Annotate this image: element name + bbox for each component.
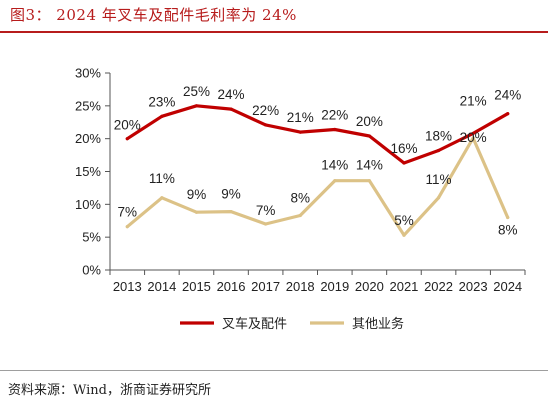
data-point-1 (367, 179, 371, 183)
data-label: 18% (425, 128, 452, 143)
data-label: 11% (149, 171, 175, 186)
data-label: 14% (321, 158, 348, 173)
data-label: 7% (118, 205, 138, 220)
figure-title: 图3： 2024 年叉车及配件毛利率为 24% (10, 6, 297, 24)
y-tick-label: 0% (82, 263, 101, 278)
legend-label: 叉车及配件 (222, 316, 287, 331)
data-label: 22% (321, 107, 348, 122)
data-point-0 (125, 137, 129, 141)
data-label: 21% (287, 110, 314, 125)
data-point-0 (367, 134, 371, 138)
axes: 0% 5% 10% 15% 20% 25% 30% 2013 2014 2015 2016 2017 2… (75, 66, 526, 294)
data-label: 9% (187, 187, 207, 202)
data-point-0 (194, 104, 199, 108)
x-tick-label: 2015 (182, 279, 211, 294)
data-point-0 (402, 161, 406, 165)
data-point-1 (264, 222, 268, 226)
data-point-1 (436, 196, 441, 200)
data-label: 23% (148, 94, 175, 109)
data-label: 20% (356, 114, 383, 129)
legend: 叉车及配件 其他业务 (180, 316, 404, 331)
y-tick-label: 10% (75, 197, 101, 212)
data-label: 22% (252, 103, 279, 118)
y-tick-label: 15% (75, 164, 101, 179)
data-point-0 (471, 131, 475, 136)
data-labels: 20% 23% 25% 24% 22% 21% 22% 20% 16% 18% 21% 24% 7% 11… (114, 84, 521, 238)
data-label: 8% (498, 222, 518, 237)
data-label: 25% (183, 84, 210, 99)
data-label: 20% (460, 130, 487, 145)
data-label: 16% (390, 141, 417, 156)
series-lines (125, 104, 510, 237)
data-point-1 (506, 215, 510, 220)
data-point-1 (194, 210, 199, 214)
data-point-1 (125, 225, 129, 229)
x-tick-label: 2022 (424, 279, 453, 294)
data-label: 20% (114, 118, 141, 133)
x-tick-label: 2014 (147, 279, 176, 294)
data-label: 5% (394, 213, 414, 228)
legend-label: 其他业务 (352, 316, 404, 331)
data-point-1 (402, 233, 406, 237)
y-tick-label: 20% (75, 131, 101, 146)
x-tick-label: 2017 (251, 279, 280, 294)
title-rule (0, 31, 548, 33)
data-point-1 (298, 213, 302, 218)
source-rule (0, 370, 548, 371)
data-point-0 (160, 114, 164, 118)
y-tick-label: 5% (82, 230, 101, 245)
data-label: 8% (290, 190, 310, 205)
data-point-1 (160, 196, 164, 200)
x-tick-label: 2020 (355, 279, 384, 294)
x-tick-label: 2021 (389, 279, 418, 294)
series-line-0 (125, 104, 510, 165)
data-point-0 (436, 148, 441, 153)
y-tick-label: 25% (75, 98, 101, 113)
data-label: 24% (494, 88, 521, 103)
data-point-1 (333, 179, 337, 183)
data-point-0 (264, 123, 268, 127)
series-line-1 (125, 136, 510, 237)
data-label: 24% (218, 87, 245, 102)
data-label: 14% (356, 158, 383, 173)
x-tick-label: 2024 (493, 279, 522, 294)
data-point-0 (298, 130, 302, 134)
data-label: 21% (460, 93, 487, 108)
x-tick-label: 2019 (320, 279, 349, 294)
x-tick-label: 2013 (113, 279, 142, 294)
x-tick-label: 2018 (286, 279, 315, 294)
source-note: 资料来源：Wind，浙商证券研究所 (8, 383, 211, 398)
x-tick-label: 2016 (217, 279, 246, 294)
data-point-0 (506, 112, 510, 116)
x-tick-label: 2023 (459, 279, 488, 294)
data-point-1 (471, 136, 475, 140)
data-label: 7% (256, 203, 276, 218)
data-label: 11% (426, 172, 452, 187)
data-point-0 (229, 107, 233, 111)
data-label: 9% (221, 187, 241, 202)
data-point-0 (333, 127, 337, 132)
data-point-1 (229, 209, 233, 214)
y-tick-label: 30% (75, 66, 101, 81)
